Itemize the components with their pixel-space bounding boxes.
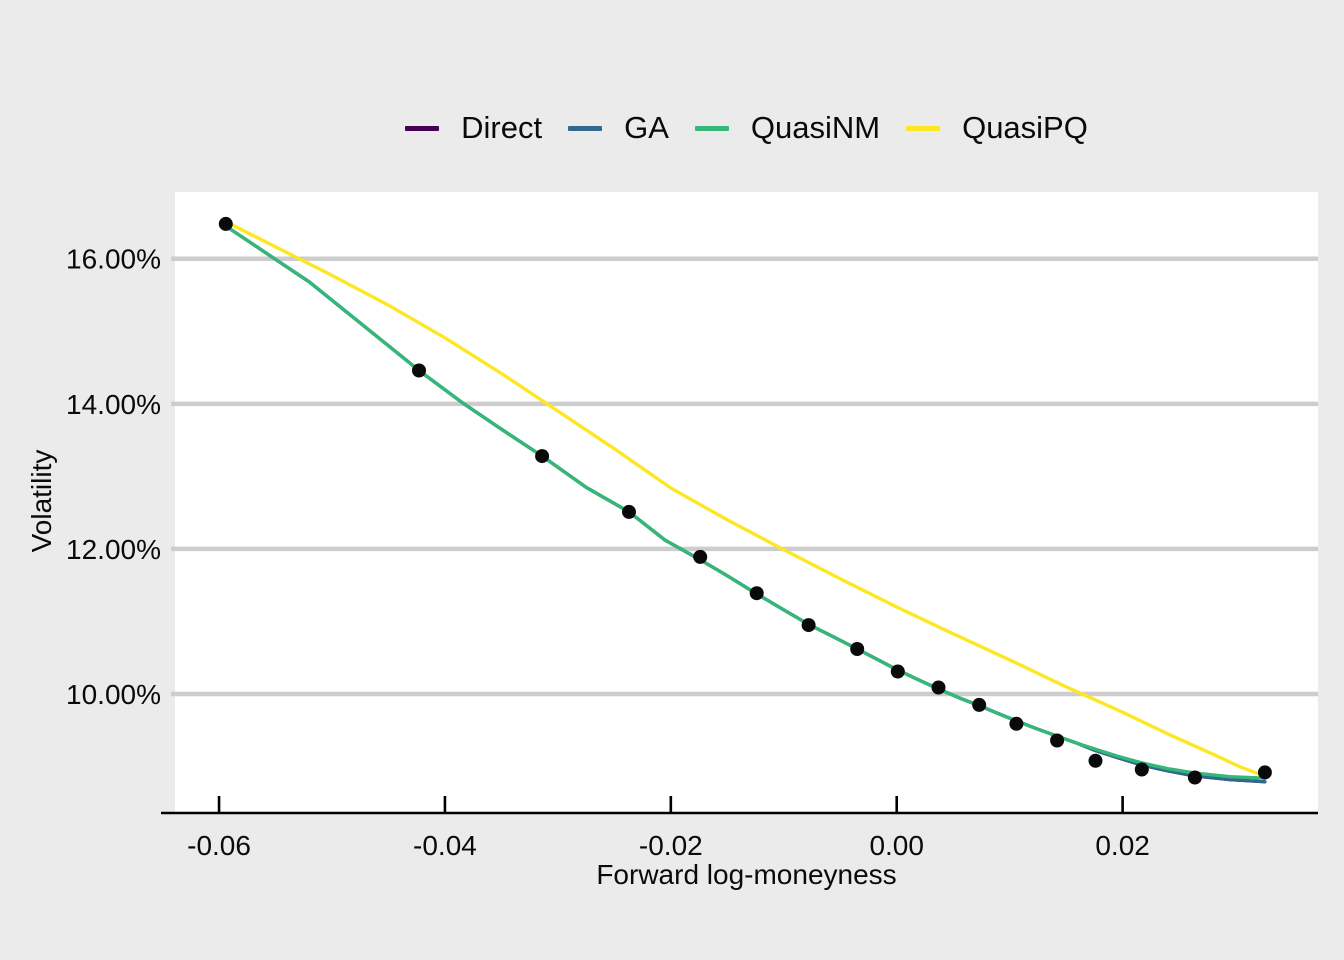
x-tick-label: 0.02 (1095, 830, 1150, 861)
legend-item-QuasiPQ: QuasiPQ (906, 110, 1088, 146)
data-point (1257, 765, 1272, 780)
legend-line-icon (568, 125, 603, 131)
legend-item-QuasiNM: QuasiNM (694, 110, 881, 146)
curve-QuasiNM (224, 224, 1267, 780)
curve-QuasiPQ (224, 220, 1267, 778)
y-tick-label: 12.00% (66, 534, 161, 565)
x-tick-label: -0.02 (639, 830, 703, 861)
data-point (931, 680, 946, 695)
data-point (972, 697, 987, 712)
data-point (693, 549, 708, 564)
data-point (890, 664, 905, 679)
data-point (1134, 762, 1149, 777)
legend-label: GA (624, 110, 669, 145)
legend-line-icon (694, 125, 729, 131)
data-point (749, 586, 764, 601)
data-point (535, 449, 550, 464)
chart-legend: Direct GA QuasiNM QuasiPQ (175, 106, 1318, 150)
legend-label: QuasiNM (750, 110, 881, 145)
x-tick-label: -0.04 (413, 830, 477, 861)
data-point (1088, 753, 1103, 768)
x-tick-label: -0.06 (187, 830, 251, 861)
x-tick-label: 0.00 (869, 830, 924, 861)
legend-label: Direct (461, 110, 543, 145)
data-point (850, 642, 865, 656)
data-point (218, 216, 233, 231)
x-axis-title: Forward log-moneyness (596, 859, 897, 890)
legend-item-GA: GA (568, 110, 669, 146)
y-tick-label: 16.00% (66, 244, 161, 275)
legend-line-icon (405, 125, 440, 131)
y-axis-title: Volatility (26, 449, 57, 553)
data-point (1009, 716, 1024, 731)
legend-line-icon (906, 125, 941, 131)
data-point (801, 618, 816, 633)
data-point (622, 504, 636, 519)
legend-item-Direct: Direct (405, 110, 542, 146)
data-point (1187, 770, 1202, 785)
y-tick-label: 14.00% (66, 389, 161, 420)
legend-label: QuasiPQ (962, 110, 1088, 145)
y-tick-label: 10.00% (66, 679, 161, 710)
data-point (1050, 733, 1065, 748)
plot-panel (175, 192, 1318, 813)
data-point (412, 363, 426, 378)
